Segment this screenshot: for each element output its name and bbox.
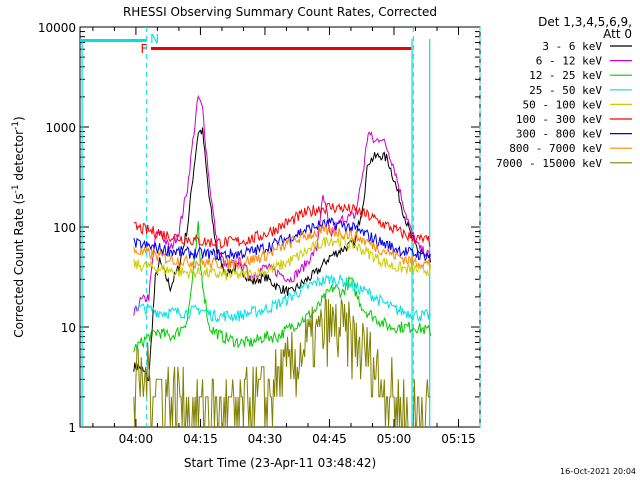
series-line (133, 274, 431, 323)
x-tick-label: 05:00 (377, 432, 412, 446)
legend-header: Att 0 (603, 27, 632, 41)
flare-flag-label: F (141, 42, 148, 56)
y-tick-label: 10000 (38, 21, 76, 35)
legend-entry-label: 100 - 300 keV (516, 113, 602, 126)
y-tick-label: 1000 (45, 121, 76, 135)
x-tick-label: 04:45 (312, 432, 347, 446)
legend-entry-label: 800 - 7000 keV (509, 142, 602, 155)
series-line (133, 127, 431, 382)
x-tick-label: 04:00 (119, 432, 154, 446)
series-line (133, 94, 431, 316)
flare-bar (150, 47, 412, 50)
legend-entry-label: 50 - 100 keV (523, 98, 603, 111)
legend-header: Det 1,3,4,5,6,9, (538, 15, 632, 29)
series-line (133, 233, 431, 281)
chart-title: RHESSI Observing Summary Count Rates, Co… (123, 5, 437, 19)
legend-entry-label: 12 - 25 keV (529, 69, 602, 82)
series-line (133, 202, 431, 250)
series-line (133, 221, 431, 353)
series-line (133, 298, 431, 427)
y-axis-label: Corrected Count Rate (s-1 detector-1) (11, 116, 26, 337)
x-axis-label: Start Time (23-Apr-11 03:48:42) (184, 456, 376, 470)
legend-entry-label: 7000 - 15000 keV (496, 157, 602, 170)
y-tick-label: 1 (68, 421, 76, 435)
legend-entry-label: 25 - 50 keV (529, 84, 602, 97)
x-tick-label: 04:30 (248, 432, 283, 446)
plot-frame (79, 26, 481, 428)
x-axis: 04:00 04:15 04:30 04:45 05:00 05:15 (92, 27, 481, 446)
night-bar (80, 39, 147, 42)
legend-entry-label: 300 - 800 keV (516, 128, 602, 141)
y-tick-label: 100 (53, 221, 76, 235)
flag-bars: FN (80, 32, 412, 56)
series-line (133, 223, 431, 270)
series-layer (133, 94, 431, 427)
series-line (133, 217, 431, 262)
legend: Det 1,3,4,5,6,9,Att 03 - 6 keV 6 - 12 keV… (496, 15, 632, 170)
footer-date: 16-Oct-2021 20:04 (560, 467, 636, 476)
x-tick-label: 04:15 (183, 432, 218, 446)
night-flag-label: N (150, 32, 159, 46)
y-tick-label: 10 (61, 321, 76, 335)
legend-entry-label: 6 - 12 keV (536, 55, 603, 68)
legend-entry-label: 3 - 6 keV (542, 40, 602, 53)
x-tick-label: 05:15 (441, 432, 476, 446)
